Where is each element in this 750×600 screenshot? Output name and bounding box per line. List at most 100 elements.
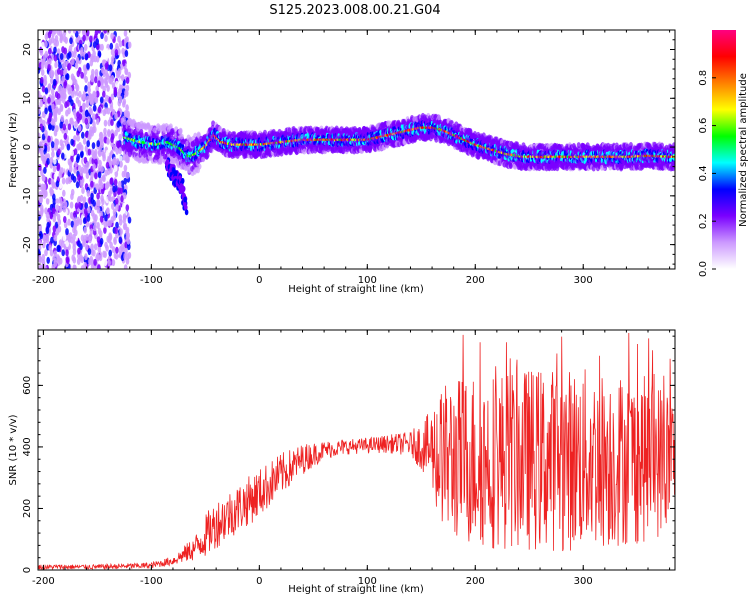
- noise-cell: [56, 254, 60, 262]
- noise-cell: [57, 218, 62, 226]
- noise-cell: [45, 233, 49, 241]
- noise-cell: [53, 30, 57, 35]
- noise-cell: [94, 30, 99, 36]
- noise-cell: [72, 175, 77, 183]
- noise-cell: [58, 30, 63, 38]
- noise-cell: [89, 35, 93, 43]
- noise-cell: [43, 74, 47, 82]
- noise-cell: [110, 93, 115, 101]
- noise-cell: [66, 257, 70, 265]
- noise-cell: [125, 111, 129, 118]
- noise-cell: [90, 243, 94, 251]
- noise-cell: [84, 53, 89, 61]
- noise-cell: [123, 264, 128, 269]
- noise-cell: [46, 145, 51, 153]
- noise-cell: [116, 120, 121, 128]
- noise-cell: [47, 83, 52, 91]
- noise-cell: [38, 164, 42, 171]
- noise-cell: [55, 125, 59, 133]
- noise-cell: [123, 177, 127, 185]
- noise-cell: [69, 211, 74, 219]
- noise-cell: [110, 216, 115, 224]
- noise-cell: [84, 131, 89, 139]
- noise-cell: [104, 107, 108, 115]
- noise-cell: [123, 192, 127, 200]
- noise-cell: [83, 262, 87, 269]
- noise-cell: [118, 147, 122, 155]
- noise-cell: [63, 132, 68, 140]
- noise-cell: [104, 35, 108, 42]
- noise-cell: [80, 47, 84, 54]
- noise-cell: [116, 91, 121, 99]
- noise-cell: [62, 35, 67, 43]
- noise-cell: [100, 194, 104, 202]
- halo-cell: [197, 163, 202, 170]
- noise-cell: [110, 48, 115, 56]
- noise-cell: [84, 253, 88, 261]
- noise-cell: [94, 148, 98, 156]
- noise-cell: [109, 42, 114, 50]
- noise-cell: [114, 129, 118, 137]
- noise-cell: [114, 227, 118, 235]
- noise-cell: [60, 115, 65, 122]
- noise-cell: [79, 194, 84, 202]
- noise-cell: [49, 249, 54, 257]
- noise-cell: [88, 258, 92, 266]
- noise-cell: [90, 209, 95, 217]
- noise-cell: [89, 97, 93, 105]
- noise-cell: [82, 102, 86, 110]
- noise-cell: [50, 88, 55, 96]
- noise-cell: [76, 134, 80, 142]
- noise-cell: [73, 148, 78, 156]
- noise-cell: [53, 260, 58, 267]
- noise-cell: [44, 33, 49, 41]
- noise-cell: [59, 69, 64, 77]
- noise-cell: [124, 89, 128, 97]
- noise-cell: [82, 137, 87, 145]
- noise-cell: [69, 37, 73, 45]
- noise-cell: [97, 80, 101, 88]
- noise-cell: [66, 52, 70, 60]
- noise-cell: [51, 103, 55, 111]
- noise-cell: [106, 137, 110, 145]
- noise-cell: [61, 249, 65, 257]
- noise-cell: [87, 148, 92, 156]
- noise-cell: [77, 100, 82, 107]
- noise-cell: [105, 149, 110, 157]
- noise-cell: [111, 202, 115, 210]
- noise-cell: [69, 201, 74, 209]
- noise-cell: [63, 216, 67, 223]
- noise-cell: [47, 96, 51, 104]
- noise-cell: [76, 153, 81, 161]
- noise-cell: [70, 220, 75, 228]
- noise-cell: [103, 259, 108, 267]
- noise-cell: [75, 181, 80, 189]
- noise-cell: [104, 182, 109, 190]
- noise-cell: [90, 262, 95, 269]
- noise-cell: [46, 158, 50, 165]
- noise-cell: [126, 232, 130, 239]
- noise-cell: [97, 150, 102, 158]
- noise-cell: [96, 140, 100, 148]
- noise-cell: [103, 119, 108, 127]
- noise-cell: [39, 100, 43, 108]
- noise-cell: [103, 226, 107, 234]
- noise-cell: [108, 64, 113, 72]
- noise-cell: [101, 174, 106, 182]
- noise-cell: [81, 131, 85, 139]
- noise-cell: [86, 190, 91, 197]
- noise-cell: [119, 228, 123, 236]
- noise-cell: [87, 86, 91, 94]
- noise-cell: [88, 129, 92, 137]
- noise-cell: [68, 165, 73, 173]
- noise-cell: [114, 170, 119, 178]
- noise-cell: [83, 234, 87, 242]
- noise-cell: [85, 172, 90, 179]
- noise-cell: [50, 141, 55, 149]
- noise-cell: [39, 232, 44, 240]
- noise-cell: [92, 104, 97, 112]
- noise-cell: [61, 62, 66, 70]
- noise-cell: [83, 226, 87, 234]
- noise-cell: [53, 46, 57, 54]
